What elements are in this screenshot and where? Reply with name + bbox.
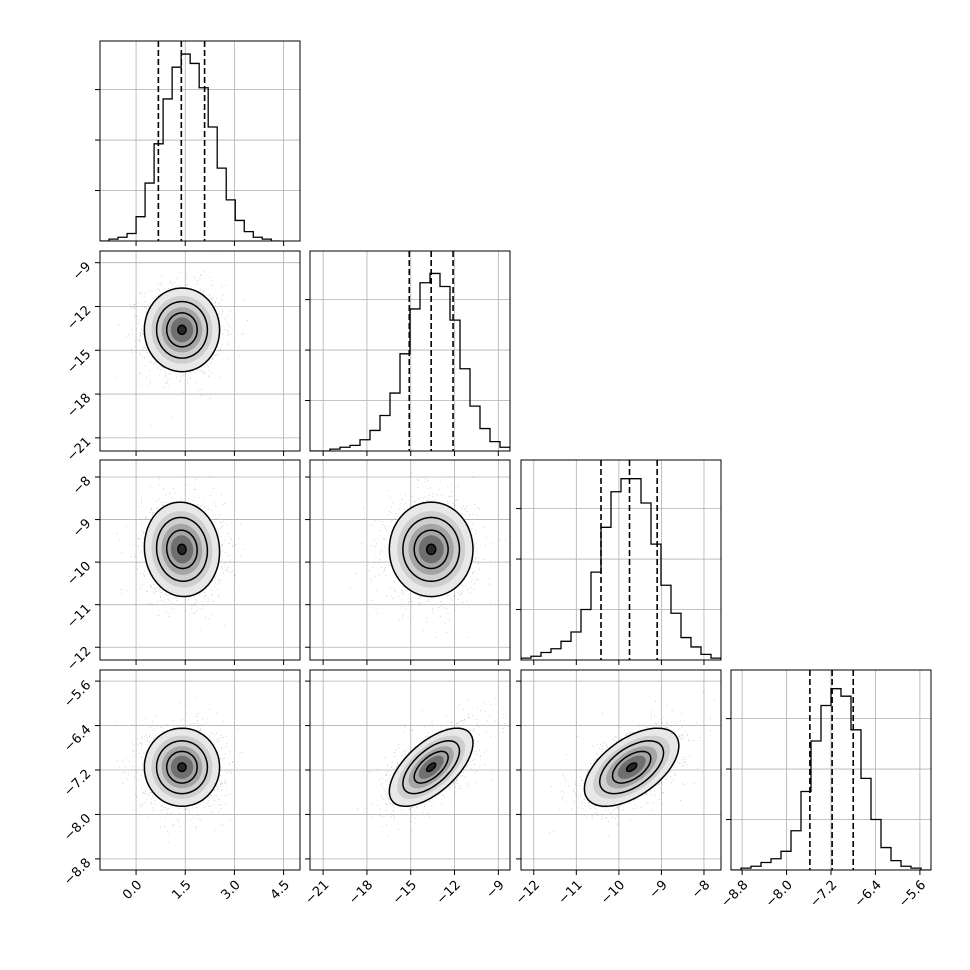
y-tick-label: −7.2 — [61, 767, 94, 800]
y-tick-label: −10 — [64, 559, 94, 589]
y-tick-label: −8 — [70, 474, 94, 498]
contour-line — [425, 543, 437, 556]
density-fill — [178, 325, 186, 334]
contour-line — [155, 516, 209, 582]
contour-line — [402, 740, 461, 795]
x-tick-label: −12 — [434, 878, 464, 908]
contour-line — [402, 516, 461, 583]
y-tick-label: −5.6 — [61, 678, 94, 711]
contour-line — [155, 740, 209, 795]
contour-line — [413, 529, 449, 570]
contour-line — [611, 750, 652, 784]
x-tick-label: −11 — [556, 878, 586, 908]
contour-line — [165, 529, 198, 570]
panel-frame — [309, 250, 511, 452]
y-tick-label: −9 — [70, 516, 94, 540]
contour-line — [388, 727, 474, 808]
contour-line — [155, 300, 209, 359]
x-tick-label: −9 — [647, 878, 671, 902]
scatter-panel-2-0 — [95, 459, 301, 665]
contour-line — [165, 312, 198, 348]
scatter-panel-1-0 — [95, 250, 301, 456]
panel-frame — [99, 40, 301, 242]
x-tick-label: 3.0 — [218, 878, 243, 903]
x-tick-label: −8 — [689, 878, 713, 902]
histogram-panel-0 — [95, 40, 301, 246]
x-tick-label: 0.0 — [120, 878, 145, 903]
contour-line — [165, 750, 198, 784]
y-tick-label: −6.4 — [61, 722, 94, 755]
x-tick-label: 1.5 — [169, 878, 194, 903]
panel-frame — [520, 459, 722, 661]
panel-frame — [309, 459, 511, 661]
histogram-steps — [100, 53, 281, 241]
x-tick-label: −15 — [390, 878, 420, 908]
y-tick-label: −8.0 — [61, 811, 94, 844]
x-tick-label: −9 — [483, 878, 507, 902]
y-tick-label: −11 — [64, 601, 94, 631]
density-fill — [627, 763, 637, 771]
scatter-panel-2-1 — [305, 459, 511, 665]
scatter-panel-3-2 — [516, 669, 722, 875]
x-tick-label: −6.4 — [852, 878, 885, 911]
x-tick-label: −10 — [598, 878, 628, 908]
histogram-panel-3 — [726, 669, 932, 875]
contour-line — [143, 727, 221, 808]
histogram-steps — [731, 688, 931, 870]
contour-line — [143, 501, 221, 598]
contour-line — [177, 762, 187, 773]
scatter-panel-3-1 — [305, 669, 511, 875]
histogram-steps — [310, 272, 510, 451]
density-fill — [178, 763, 186, 771]
contour-line — [388, 501, 474, 598]
contour-line — [177, 324, 187, 336]
histogram-panel-1 — [305, 250, 511, 456]
x-tick-label: −12 — [513, 878, 543, 908]
contour-line — [425, 762, 437, 773]
histogram-panel-2 — [516, 459, 722, 665]
y-tick-label: −9 — [70, 259, 94, 283]
contour-line — [143, 287, 221, 373]
x-tick-label: −5.6 — [896, 878, 929, 911]
y-tick-label: −15 — [64, 347, 94, 377]
contour-line — [598, 740, 665, 795]
density-fill — [427, 544, 436, 554]
density-fill — [427, 763, 436, 771]
histogram-steps — [521, 478, 721, 660]
x-tick-label: −8.0 — [763, 878, 796, 911]
contour-line — [625, 762, 638, 773]
scatter-panel-3-0 — [95, 669, 301, 875]
panel-frame — [99, 250, 301, 452]
x-tick-label: −18 — [346, 878, 376, 908]
y-tick-label: −12 — [64, 303, 94, 333]
density-fill — [178, 544, 186, 554]
x-tick-label: 4.5 — [268, 878, 293, 903]
x-tick-label: −21 — [302, 878, 332, 908]
y-tick-label: −21 — [64, 435, 94, 465]
panel-frame — [99, 459, 301, 661]
y-tick-label: −8.8 — [61, 856, 94, 889]
y-tick-label: −18 — [64, 391, 94, 421]
y-tick-label: −12 — [64, 644, 94, 674]
x-tick-label: −8.8 — [718, 878, 751, 911]
contour-line — [583, 727, 680, 808]
x-tick-label: −7.2 — [807, 878, 840, 911]
contour-line — [177, 543, 187, 556]
contour-line — [413, 750, 449, 784]
